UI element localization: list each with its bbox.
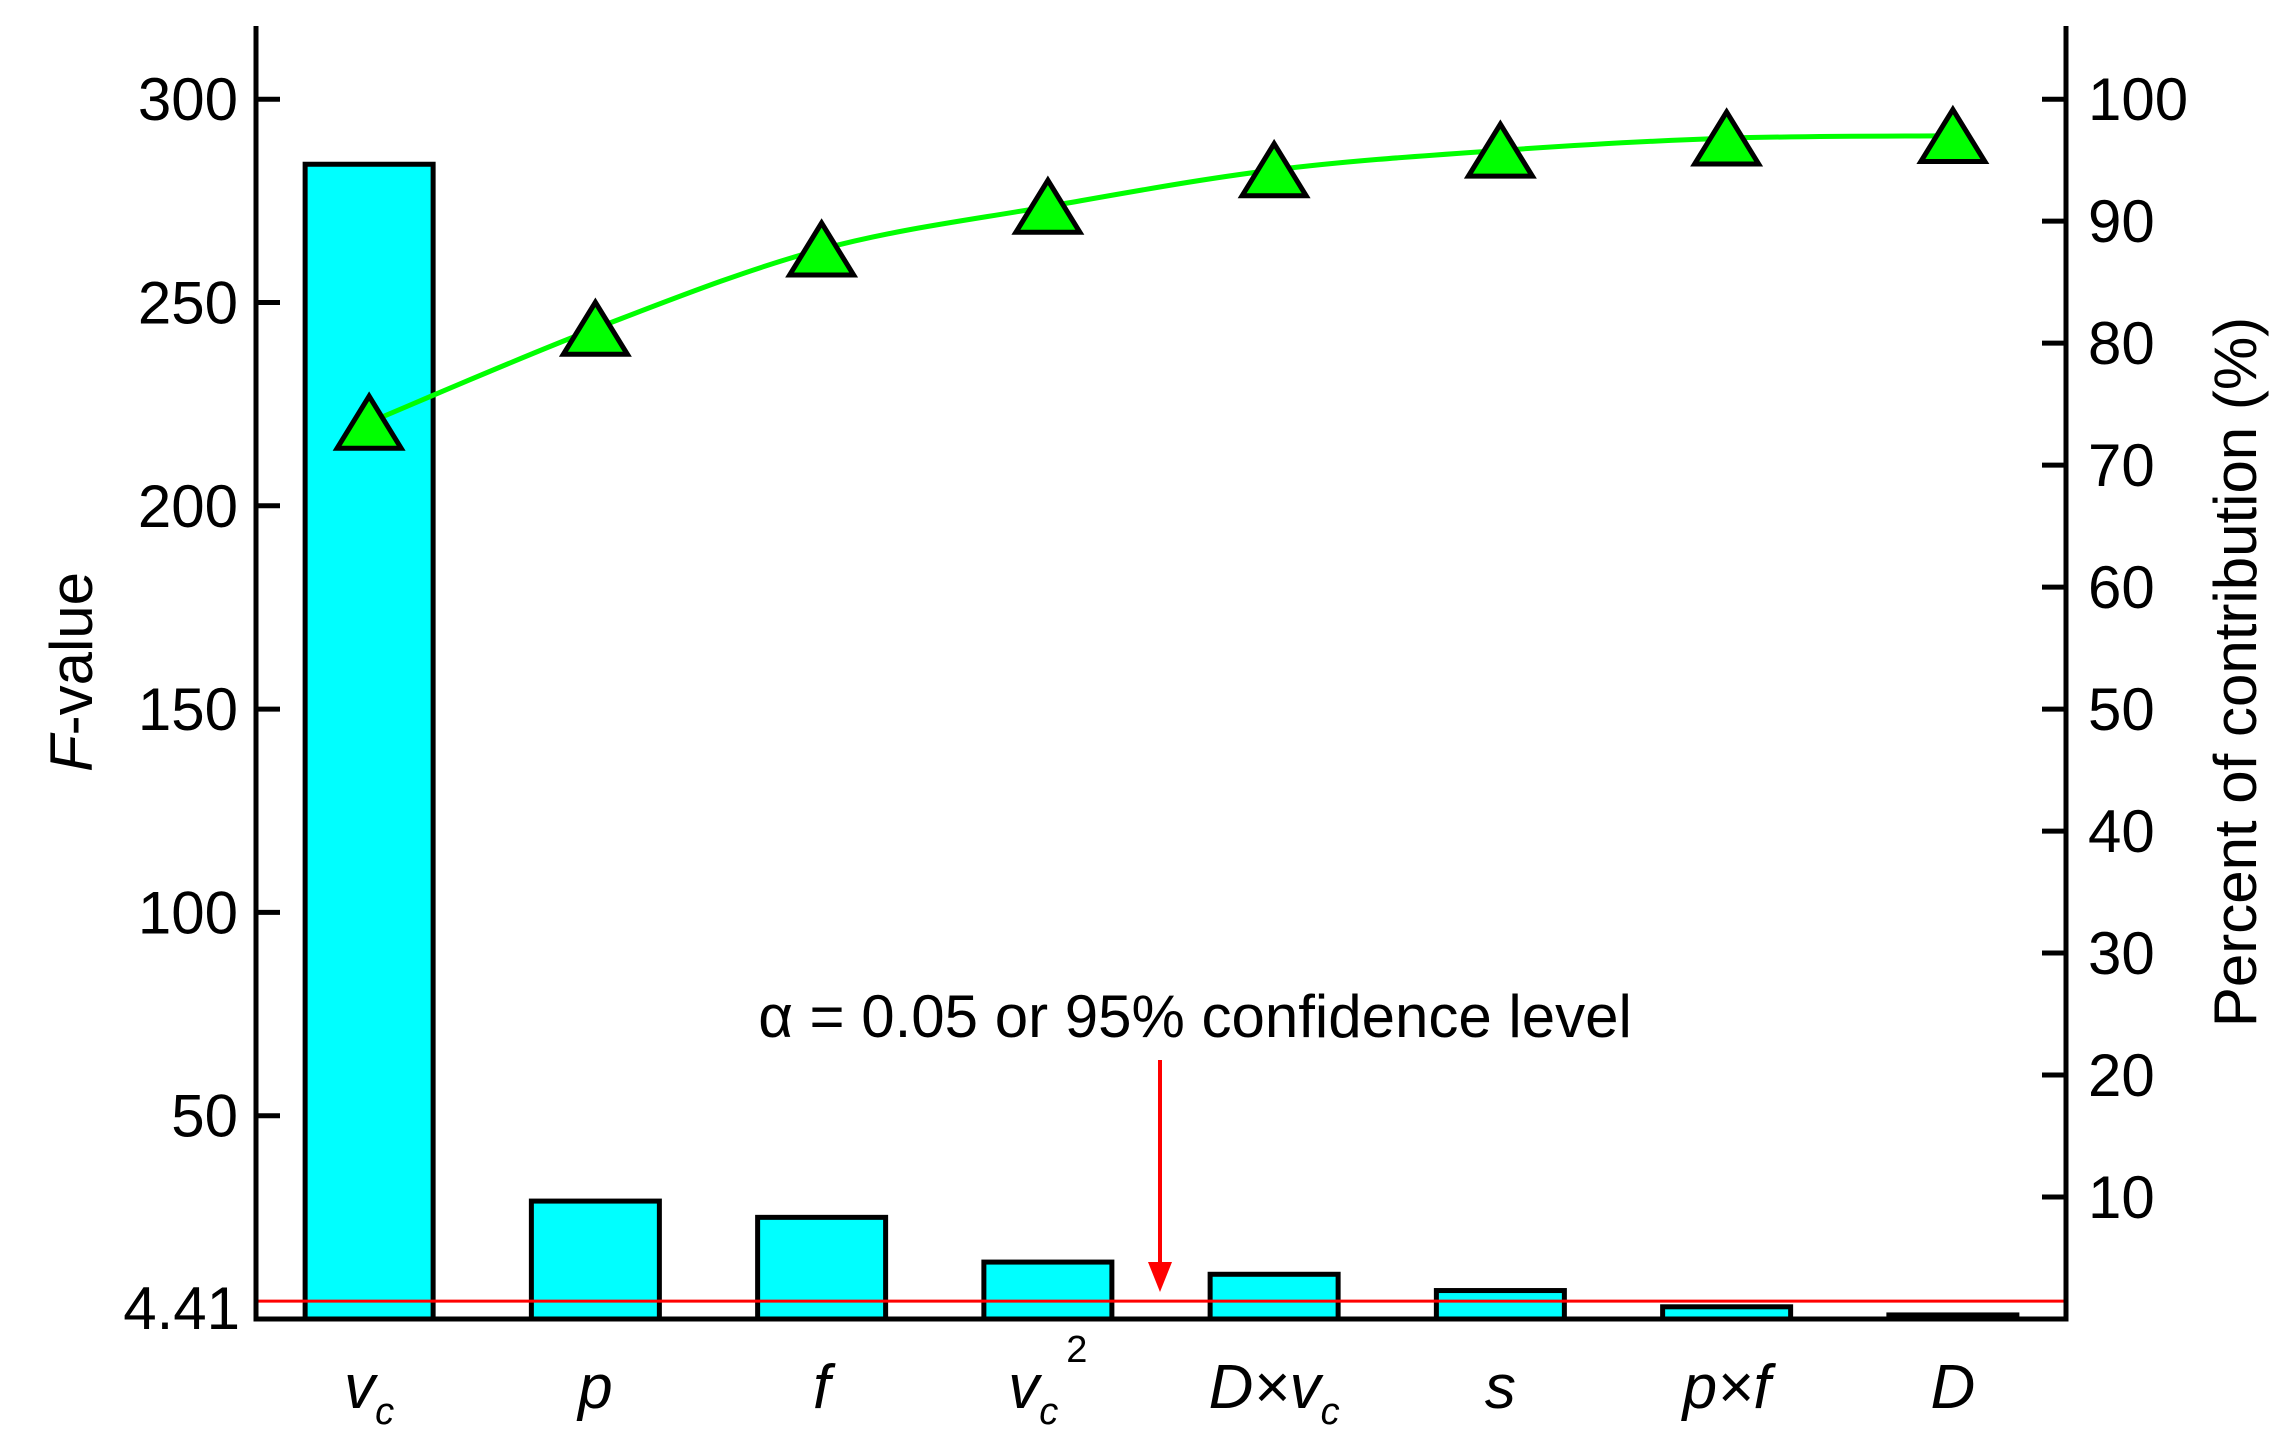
contribution-marker-6 bbox=[1690, 107, 1764, 167]
annotation-arrow-head bbox=[1148, 1262, 1172, 1292]
left-axis-title: F-value bbox=[38, 572, 105, 772]
contribution-marker-3 bbox=[1011, 175, 1085, 235]
left-tick-label-2: 200 bbox=[138, 473, 238, 540]
category-label-3: vc2 bbox=[1008, 1329, 1087, 1433]
right-tick-label-9: 10 bbox=[2088, 1164, 2155, 1231]
threshold-annotation: α = 0.05 or 95% confidence level bbox=[758, 983, 1632, 1050]
bars-group bbox=[302, 161, 2020, 1322]
axes-group bbox=[253, 26, 2069, 1322]
category-label-6: p×f bbox=[1681, 1353, 1777, 1422]
right-tick-label-8: 20 bbox=[2088, 1042, 2155, 1109]
labels-group: 300 250 200 150 100 50 4.41 100 90 80 70 60 50 40 30 20… bbox=[38, 66, 2269, 1433]
threshold-value-label: 4.41 bbox=[123, 1275, 240, 1342]
right-tick-label-1: 90 bbox=[2088, 188, 2155, 255]
category-label-2: f bbox=[813, 1353, 836, 1422]
category-label-5: s bbox=[1485, 1353, 1516, 1422]
right-tick-label-5: 50 bbox=[2088, 676, 2155, 743]
left-tick-label-3: 150 bbox=[138, 676, 238, 743]
right-tick-label-3: 70 bbox=[2088, 432, 2155, 499]
right-tick-label-7: 30 bbox=[2088, 920, 2155, 987]
right-tick-label-6: 40 bbox=[2088, 798, 2155, 865]
category-label-7: D bbox=[1930, 1353, 1975, 1422]
category-label-4: D×vc bbox=[1209, 1353, 1340, 1433]
left-tick-label-5: 50 bbox=[171, 1083, 238, 1150]
right-tick-label-4: 60 bbox=[2088, 554, 2155, 621]
contribution-line bbox=[368, 133, 1953, 425]
right-tick-label-0: 100 bbox=[2088, 66, 2188, 133]
category-label-0: vc bbox=[344, 1353, 394, 1433]
contribution-marker-1 bbox=[558, 297, 632, 357]
left-tick-label-4: 100 bbox=[138, 879, 238, 946]
contribution-marker-5 bbox=[1463, 119, 1537, 179]
bar-5 bbox=[1433, 1288, 1567, 1322]
contribution-marker-0 bbox=[332, 391, 406, 451]
left-tick-label-1: 250 bbox=[138, 269, 238, 336]
contribution-marker-7 bbox=[1916, 104, 1990, 165]
contribution-line-group bbox=[332, 104, 1990, 451]
contribution-marker-2 bbox=[785, 218, 859, 278]
bar-0 bbox=[302, 161, 436, 1322]
bar-4 bbox=[1207, 1271, 1341, 1322]
threshold-group: α = 0.05 or 95% confidence level bbox=[256, 983, 2066, 1303]
bar-3 bbox=[981, 1259, 1115, 1322]
bar-2 bbox=[755, 1214, 889, 1322]
contribution-marker-4 bbox=[1237, 138, 1311, 199]
right-tick-label-2: 80 bbox=[2088, 310, 2155, 377]
left-tick-label-0: 300 bbox=[138, 66, 238, 133]
category-label-1: p bbox=[576, 1353, 612, 1422]
right-axis-title: Percent of contribution (%) bbox=[2202, 317, 2269, 1027]
